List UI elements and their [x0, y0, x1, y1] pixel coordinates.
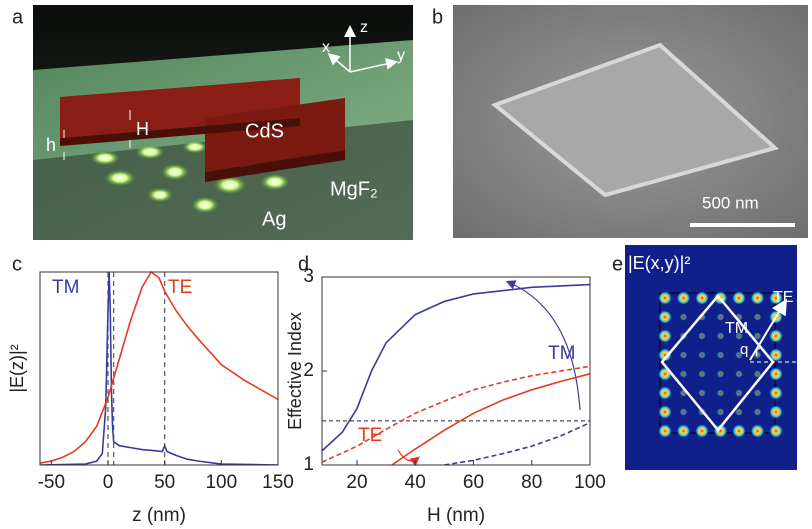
- x-tick-label: 0: [103, 472, 114, 493]
- page: abcdexyzHhCdSMgF₂Ag500 nm|E(x,y)|²TETMqr…: [0, 0, 812, 529]
- field-spot: [658, 367, 672, 381]
- panel-label: e: [612, 253, 623, 275]
- field-spot: [698, 332, 706, 340]
- field-spot: [698, 370, 706, 378]
- series-label: TM: [548, 343, 575, 364]
- x-axis-label: H (nm): [427, 505, 485, 526]
- panel-a: [33, 5, 413, 240]
- field-title: |E(x,y)|²: [628, 253, 690, 273]
- axis-letter: x: [322, 39, 330, 56]
- field-label: r: [755, 343, 760, 360]
- field-spot: [732, 291, 746, 305]
- series-label: TE: [168, 277, 192, 298]
- field-spot: [717, 389, 725, 397]
- field-spot: [769, 405, 783, 419]
- x-tick-label: 40: [405, 472, 426, 493]
- field-spot: [735, 389, 743, 397]
- x-tick-label: 100: [574, 472, 606, 493]
- field-spot: [769, 424, 783, 438]
- series-line: [392, 374, 590, 465]
- y-tick-label: 1: [303, 454, 314, 475]
- x-tick-label: 100: [205, 472, 237, 493]
- axis-letter: z: [360, 19, 368, 36]
- x-tick-label: 60: [463, 472, 484, 493]
- field-spot: [754, 389, 762, 397]
- y-axis-label: Effective Index: [285, 312, 305, 430]
- field-spot: [677, 424, 691, 438]
- field-spot: [754, 313, 762, 321]
- field-spot: [680, 351, 688, 359]
- field-spot: [717, 313, 725, 321]
- series-line: [444, 423, 590, 465]
- axis-letter: y: [397, 47, 405, 64]
- series-line: [322, 366, 590, 462]
- field-spot: [751, 424, 765, 438]
- field-spot: [735, 370, 743, 378]
- x-tick-label: 20: [346, 472, 367, 493]
- layer-label: H: [136, 119, 149, 139]
- panel-e: [625, 245, 797, 470]
- field-spot: [677, 291, 691, 305]
- x-tick-label: 150: [262, 472, 294, 493]
- y-tick-label: 2: [303, 360, 314, 381]
- field-spot: [717, 351, 725, 359]
- x-tick-label: 50: [154, 472, 175, 493]
- field-spot: [658, 291, 672, 305]
- y-axis-label: |E(z)|²: [7, 344, 27, 392]
- layer-label: h: [46, 135, 56, 155]
- series-line: [40, 272, 278, 463]
- panel-label: b: [432, 6, 443, 28]
- field-spot: [698, 389, 706, 397]
- field-label: TE: [773, 289, 793, 306]
- field-spot: [769, 367, 783, 381]
- layer-label: Ag: [262, 208, 286, 230]
- field-spot: [698, 351, 706, 359]
- plot-area: [40, 272, 278, 465]
- field-spot: [680, 408, 688, 416]
- field-spot: [695, 291, 709, 305]
- field-spot: [732, 424, 746, 438]
- x-tick-label: 80: [521, 472, 542, 493]
- field-spot: [717, 408, 725, 416]
- field-spot: [717, 332, 725, 340]
- layer-label: CdS: [245, 120, 284, 142]
- x-axis-label: z (nm): [132, 505, 186, 526]
- layer-label: MgF₂: [330, 178, 378, 200]
- field-spot: [680, 313, 688, 321]
- plot-frame: [40, 272, 278, 465]
- panel-label: c: [12, 253, 22, 275]
- x-tick-label: -50: [38, 472, 65, 493]
- field-spot: [658, 310, 672, 324]
- field-spot: [658, 424, 672, 438]
- series-label: TE: [358, 425, 382, 446]
- field-spot: [680, 370, 688, 378]
- field-spot: [754, 408, 762, 416]
- y-tick-label: 3: [303, 266, 314, 287]
- field-spot: [769, 386, 783, 400]
- field-label: q: [740, 341, 748, 358]
- field-spot: [751, 291, 765, 305]
- field-spot: [717, 370, 725, 378]
- panel-label: a: [12, 6, 24, 28]
- field-spot: [695, 424, 709, 438]
- series-line: [40, 272, 278, 465]
- field-spot: [658, 386, 672, 400]
- field-spot: [658, 405, 672, 419]
- field-spot: [769, 329, 783, 343]
- field-spot: [658, 329, 672, 343]
- field-label: TM: [725, 320, 748, 337]
- series-label: TM: [52, 277, 79, 298]
- figure: abcdexyzHhCdSMgF₂Ag500 nm|E(x,y)|²TETMqr…: [0, 0, 812, 529]
- scale-bar-label: 500 nm: [702, 193, 759, 212]
